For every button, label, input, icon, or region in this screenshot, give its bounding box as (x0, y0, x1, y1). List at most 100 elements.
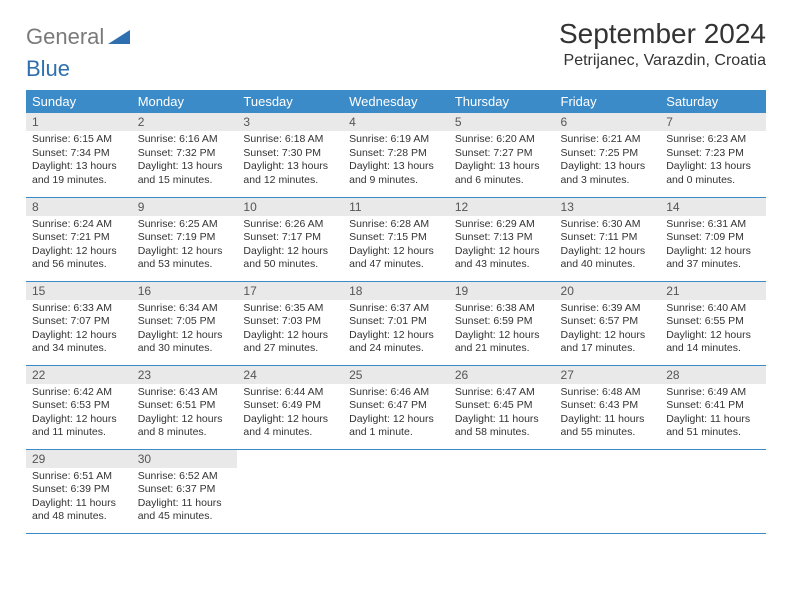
day-info: Sunrise: 6:16 AMSunset: 7:32 PMDaylight:… (132, 131, 238, 192)
calendar-empty-cell (237, 449, 343, 533)
day-info: Sunrise: 6:44 AMSunset: 6:49 PMDaylight:… (237, 384, 343, 445)
day-number: 12 (449, 198, 555, 216)
calendar-cell: 14Sunrise: 6:31 AMSunset: 7:09 PMDayligh… (660, 197, 766, 281)
calendar-cell: 29Sunrise: 6:51 AMSunset: 6:39 PMDayligh… (26, 449, 132, 533)
day-info: Sunrise: 6:23 AMSunset: 7:23 PMDaylight:… (660, 131, 766, 192)
day-info: Sunrise: 6:43 AMSunset: 6:51 PMDaylight:… (132, 384, 238, 445)
calendar-cell: 21Sunrise: 6:40 AMSunset: 6:55 PMDayligh… (660, 281, 766, 365)
day-info: Sunrise: 6:47 AMSunset: 6:45 PMDaylight:… (449, 384, 555, 445)
day-number: 22 (26, 366, 132, 384)
day-info: Sunrise: 6:21 AMSunset: 7:25 PMDaylight:… (555, 131, 661, 192)
calendar-header: SundayMondayTuesdayWednesdayThursdayFrid… (26, 90, 766, 113)
day-number: 20 (555, 282, 661, 300)
day-number: 3 (237, 113, 343, 131)
day-info: Sunrise: 6:25 AMSunset: 7:19 PMDaylight:… (132, 216, 238, 277)
weekday-header: Sunday (26, 90, 132, 113)
calendar-cell: 2Sunrise: 6:16 AMSunset: 7:32 PMDaylight… (132, 113, 238, 197)
day-info: Sunrise: 6:26 AMSunset: 7:17 PMDaylight:… (237, 216, 343, 277)
day-info: Sunrise: 6:19 AMSunset: 7:28 PMDaylight:… (343, 131, 449, 192)
day-info: Sunrise: 6:20 AMSunset: 7:27 PMDaylight:… (449, 131, 555, 192)
calendar-cell: 8Sunrise: 6:24 AMSunset: 7:21 PMDaylight… (26, 197, 132, 281)
calendar-cell: 23Sunrise: 6:43 AMSunset: 6:51 PMDayligh… (132, 365, 238, 449)
day-info: Sunrise: 6:35 AMSunset: 7:03 PMDaylight:… (237, 300, 343, 361)
calendar-cell: 16Sunrise: 6:34 AMSunset: 7:05 PMDayligh… (132, 281, 238, 365)
day-number: 23 (132, 366, 238, 384)
weekday-header: Monday (132, 90, 238, 113)
location-text: Petrijanec, Varazdin, Croatia (559, 52, 766, 70)
calendar-cell: 22Sunrise: 6:42 AMSunset: 6:53 PMDayligh… (26, 365, 132, 449)
day-number: 25 (343, 366, 449, 384)
weekday-header: Wednesday (343, 90, 449, 113)
calendar-cell: 20Sunrise: 6:39 AMSunset: 6:57 PMDayligh… (555, 281, 661, 365)
day-info: Sunrise: 6:39 AMSunset: 6:57 PMDaylight:… (555, 300, 661, 361)
calendar-empty-cell (660, 449, 766, 533)
calendar-cell: 1Sunrise: 6:15 AMSunset: 7:34 PMDaylight… (26, 113, 132, 197)
day-number: 19 (449, 282, 555, 300)
day-number: 29 (26, 450, 132, 468)
day-info: Sunrise: 6:40 AMSunset: 6:55 PMDaylight:… (660, 300, 766, 361)
calendar-cell: 25Sunrise: 6:46 AMSunset: 6:47 PMDayligh… (343, 365, 449, 449)
day-number: 28 (660, 366, 766, 384)
calendar-cell: 3Sunrise: 6:18 AMSunset: 7:30 PMDaylight… (237, 113, 343, 197)
logo: General (26, 18, 132, 50)
day-info: Sunrise: 6:29 AMSunset: 7:13 PMDaylight:… (449, 216, 555, 277)
calendar-cell: 5Sunrise: 6:20 AMSunset: 7:27 PMDaylight… (449, 113, 555, 197)
day-number: 7 (660, 113, 766, 131)
calendar-cell: 10Sunrise: 6:26 AMSunset: 7:17 PMDayligh… (237, 197, 343, 281)
day-number: 17 (237, 282, 343, 300)
day-number: 18 (343, 282, 449, 300)
calendar-cell: 4Sunrise: 6:19 AMSunset: 7:28 PMDaylight… (343, 113, 449, 197)
day-number: 4 (343, 113, 449, 131)
weekday-header: Saturday (660, 90, 766, 113)
calendar-table: SundayMondayTuesdayWednesdayThursdayFrid… (26, 90, 766, 534)
day-info: Sunrise: 6:49 AMSunset: 6:41 PMDaylight:… (660, 384, 766, 445)
day-number: 26 (449, 366, 555, 384)
calendar-cell: 26Sunrise: 6:47 AMSunset: 6:45 PMDayligh… (449, 365, 555, 449)
day-info: Sunrise: 6:42 AMSunset: 6:53 PMDaylight:… (26, 384, 132, 445)
calendar-cell: 15Sunrise: 6:33 AMSunset: 7:07 PMDayligh… (26, 281, 132, 365)
calendar-empty-cell (555, 449, 661, 533)
calendar-cell: 28Sunrise: 6:49 AMSunset: 6:41 PMDayligh… (660, 365, 766, 449)
calendar-empty-cell (343, 449, 449, 533)
calendar-cell: 7Sunrise: 6:23 AMSunset: 7:23 PMDaylight… (660, 113, 766, 197)
day-number: 10 (237, 198, 343, 216)
calendar-empty-cell (449, 449, 555, 533)
day-number: 24 (237, 366, 343, 384)
weekday-header: Friday (555, 90, 661, 113)
calendar-cell: 24Sunrise: 6:44 AMSunset: 6:49 PMDayligh… (237, 365, 343, 449)
calendar-cell: 30Sunrise: 6:52 AMSunset: 6:37 PMDayligh… (132, 449, 238, 533)
calendar-cell: 19Sunrise: 6:38 AMSunset: 6:59 PMDayligh… (449, 281, 555, 365)
day-number: 9 (132, 198, 238, 216)
day-info: Sunrise: 6:37 AMSunset: 7:01 PMDaylight:… (343, 300, 449, 361)
logo-triangle-icon (108, 26, 130, 49)
day-number: 11 (343, 198, 449, 216)
logo-text-blue: Blue (26, 56, 70, 81)
logo-text-general: General (26, 24, 104, 50)
day-number: 15 (26, 282, 132, 300)
calendar-cell: 13Sunrise: 6:30 AMSunset: 7:11 PMDayligh… (555, 197, 661, 281)
day-number: 1 (26, 113, 132, 131)
calendar-cell: 12Sunrise: 6:29 AMSunset: 7:13 PMDayligh… (449, 197, 555, 281)
day-number: 16 (132, 282, 238, 300)
day-number: 21 (660, 282, 766, 300)
calendar-cell: 6Sunrise: 6:21 AMSunset: 7:25 PMDaylight… (555, 113, 661, 197)
day-number: 13 (555, 198, 661, 216)
day-number: 6 (555, 113, 661, 131)
day-info: Sunrise: 6:46 AMSunset: 6:47 PMDaylight:… (343, 384, 449, 445)
calendar-cell: 11Sunrise: 6:28 AMSunset: 7:15 PMDayligh… (343, 197, 449, 281)
day-info: Sunrise: 6:24 AMSunset: 7:21 PMDaylight:… (26, 216, 132, 277)
title-block: September 2024 Petrijanec, Varazdin, Cro… (559, 18, 766, 70)
day-info: Sunrise: 6:52 AMSunset: 6:37 PMDaylight:… (132, 468, 238, 529)
day-number: 14 (660, 198, 766, 216)
day-number: 5 (449, 113, 555, 131)
calendar-cell: 18Sunrise: 6:37 AMSunset: 7:01 PMDayligh… (343, 281, 449, 365)
day-info: Sunrise: 6:34 AMSunset: 7:05 PMDaylight:… (132, 300, 238, 361)
month-title: September 2024 (559, 18, 766, 50)
day-info: Sunrise: 6:51 AMSunset: 6:39 PMDaylight:… (26, 468, 132, 529)
day-info: Sunrise: 6:30 AMSunset: 7:11 PMDaylight:… (555, 216, 661, 277)
day-info: Sunrise: 6:18 AMSunset: 7:30 PMDaylight:… (237, 131, 343, 192)
calendar-body: 1Sunrise: 6:15 AMSunset: 7:34 PMDaylight… (26, 113, 766, 533)
day-info: Sunrise: 6:48 AMSunset: 6:43 PMDaylight:… (555, 384, 661, 445)
day-number: 2 (132, 113, 238, 131)
calendar-cell: 17Sunrise: 6:35 AMSunset: 7:03 PMDayligh… (237, 281, 343, 365)
